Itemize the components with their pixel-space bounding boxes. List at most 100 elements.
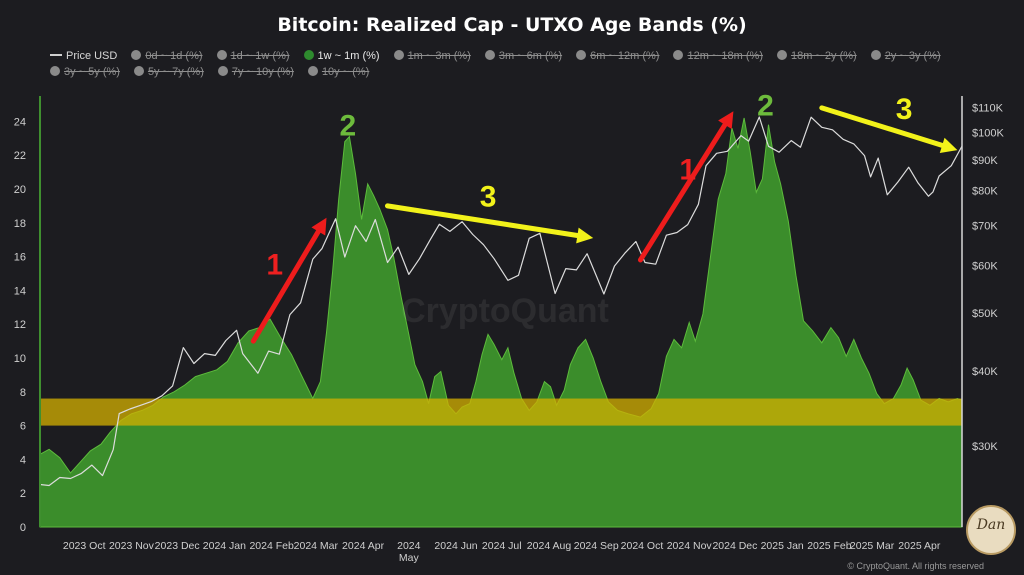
y-right-tick-label: $110K bbox=[972, 103, 1004, 115]
y-left-tick-label: 0 bbox=[20, 522, 26, 534]
chart-title: Bitcoin: Realized Cap - UTXO Age Bands (… bbox=[277, 14, 747, 36]
legend-item[interactable]: 5y ~ 7y (%) bbox=[133, 64, 204, 80]
y-left-tick-label: 20 bbox=[14, 184, 26, 196]
highlight-band bbox=[40, 398, 962, 426]
legend-label: 6m ~ 12m (%) bbox=[590, 50, 660, 62]
x-tick-label: 2024 Jan bbox=[203, 540, 246, 552]
legend-label: 18m ~ 2y (%) bbox=[790, 50, 857, 62]
legend-label: 12m ~ 18m (%) bbox=[687, 50, 763, 62]
legend-item[interactable]: 1w ~ 1m (%) bbox=[303, 48, 380, 64]
phase-label: 2 bbox=[757, 89, 774, 122]
legend-label: 10y ~ (%) bbox=[321, 66, 370, 78]
legend: Price USD 0d ~ 1d (%) 1d ~ 1w (%) 1w ~ 1m (… bbox=[50, 48, 990, 80]
y-left-tick-label: 22 bbox=[14, 150, 26, 162]
legend-dot-marker bbox=[216, 50, 227, 60]
legend-label: 0d ~ 1d (%) bbox=[145, 50, 203, 62]
x-tick-label: 2023 Dec bbox=[155, 540, 200, 552]
phase-label: 3 bbox=[480, 181, 497, 214]
legend-dot-marker bbox=[50, 66, 60, 76]
y-left-tick-label: 12 bbox=[14, 319, 26, 331]
x-tick-label: 2024 Dec bbox=[712, 540, 757, 552]
legend-item[interactable]: 2y ~ 3y (%) bbox=[870, 48, 941, 64]
y-left-tick-label: 4 bbox=[20, 454, 26, 466]
x-tick-label: 2024 Feb bbox=[249, 540, 294, 552]
trend-arrow-shaft bbox=[819, 105, 945, 148]
legend-dot-marker bbox=[133, 66, 144, 76]
y-left-tick-label: 16 bbox=[14, 252, 26, 264]
legend-item[interactable]: 7y ~ 10y (%) bbox=[217, 64, 294, 80]
legend-dot-marker bbox=[131, 50, 142, 60]
trend-arrow-head bbox=[311, 217, 327, 236]
phase-label: 1 bbox=[266, 248, 283, 281]
y-right-tick-label: $90K bbox=[972, 155, 998, 167]
x-tick-label: 2023 Oct bbox=[63, 540, 106, 552]
x-tick-label: 2024 Jul bbox=[482, 540, 522, 552]
y-right-tick-label: $80K bbox=[972, 186, 998, 198]
legend-item[interactable]: 0d ~ 1d (%) bbox=[131, 48, 203, 64]
y-right-tick-label: $30K bbox=[972, 441, 998, 453]
legend-label: 7y ~ 10y (%) bbox=[231, 66, 294, 78]
x-tick-label: 2024 Jun bbox=[434, 540, 477, 552]
x-tick-label: 2024 Mar bbox=[294, 540, 339, 552]
legend-label: 3y ~ 5y (%) bbox=[64, 66, 120, 78]
phase-label: 2 bbox=[339, 110, 356, 143]
legend-label: 1m ~ 3m (%) bbox=[407, 50, 471, 62]
x-tick-label: 2025 Feb bbox=[807, 540, 852, 552]
trend-arrow-head bbox=[576, 227, 594, 244]
phase-label: 3 bbox=[896, 93, 913, 126]
legend-item[interactable]: 6m ~ 12m (%) bbox=[576, 48, 659, 64]
watermark: CryptoQuant bbox=[401, 292, 609, 330]
annotations-layer: 1 2 3 1 2 3 bbox=[250, 89, 958, 344]
legend-label: 1d ~ 1w (%) bbox=[230, 50, 290, 62]
legend-dot-marker bbox=[870, 50, 881, 60]
x-tick-label: 2024 May bbox=[397, 540, 421, 564]
legend-item[interactable]: 10y ~ (%) bbox=[307, 64, 370, 80]
phase-label: 1 bbox=[679, 154, 696, 187]
highlight-band-layer bbox=[40, 398, 962, 426]
y-left-tick-label: 6 bbox=[20, 421, 26, 433]
legend-label: 2y ~ 3y (%) bbox=[884, 50, 941, 62]
legend-label: Price USD bbox=[66, 50, 118, 62]
x-tick-label: 2024 Nov bbox=[667, 540, 713, 552]
trend-arrow-shaft bbox=[250, 228, 321, 344]
legend-item[interactable]: 1m ~ 3m (%) bbox=[393, 48, 471, 64]
y-left-tick-label: 18 bbox=[14, 218, 26, 230]
legend-item[interactable]: 18m ~ 2y (%) bbox=[776, 48, 857, 64]
trend-arrow-head bbox=[939, 137, 958, 153]
x-tick-label: 2025 Jan bbox=[761, 540, 804, 552]
badge-text: Dan bbox=[976, 517, 1006, 533]
x-tick-label: 2024 Aug bbox=[527, 540, 572, 552]
legend-item[interactable]: Price USD bbox=[50, 48, 117, 64]
legend-dot-marker bbox=[776, 50, 787, 60]
legend-dot-marker bbox=[217, 66, 228, 76]
axes-layer: 024681012141618202224$30K$40K$50K$60K$70… bbox=[14, 96, 1004, 564]
y-left-tick-label: 8 bbox=[20, 387, 26, 399]
trend-arrow-shaft bbox=[637, 122, 728, 263]
legend-item[interactable]: 12m ~ 18m (%) bbox=[673, 48, 763, 64]
legend-label: 1w ~ 1m (%) bbox=[317, 50, 380, 62]
legend-dot-marker bbox=[673, 50, 684, 60]
legend-item[interactable]: 1d ~ 1w (%) bbox=[216, 48, 290, 64]
legend-dot-marker bbox=[484, 50, 495, 60]
x-tick-label: 2023 Nov bbox=[109, 540, 155, 552]
x-tick-label: 2024 Sep bbox=[574, 540, 619, 552]
legend-label: 5y ~ 7y (%) bbox=[147, 66, 204, 78]
y-left-tick-label: 10 bbox=[14, 353, 26, 365]
y-left-tick-label: 2 bbox=[20, 488, 26, 500]
price-layer bbox=[39, 116, 963, 487]
y-right-tick-label: $70K bbox=[972, 220, 998, 232]
legend-dot-marker bbox=[393, 50, 404, 60]
legend-item[interactable]: 3m ~ 6m (%) bbox=[484, 48, 562, 64]
legend-dot-marker bbox=[307, 66, 318, 76]
trend-arrow-shaft bbox=[384, 203, 580, 239]
y-left-tick-label: 14 bbox=[14, 285, 26, 297]
legend-dot-marker bbox=[303, 50, 314, 60]
y-right-tick-label: $60K bbox=[972, 261, 998, 273]
y-right-tick-label: $100K bbox=[972, 127, 1004, 139]
x-tick-label: 2025 Mar bbox=[850, 540, 895, 552]
legend-item[interactable]: 3y ~ 5y (%) bbox=[50, 64, 120, 80]
legend-dot-marker bbox=[576, 50, 587, 60]
x-tick-label: 2024 Apr bbox=[342, 540, 385, 552]
legend-line-marker bbox=[50, 54, 62, 56]
